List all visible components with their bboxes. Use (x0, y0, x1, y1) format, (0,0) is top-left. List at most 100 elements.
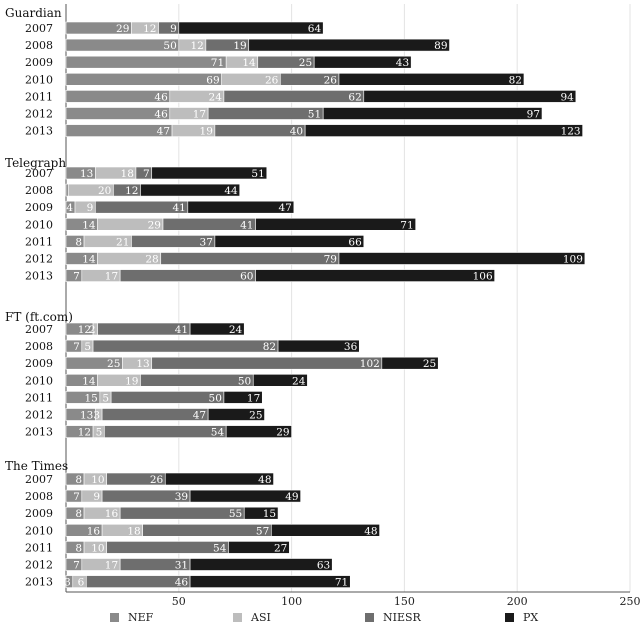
data-label: 54 (213, 542, 227, 554)
data-label: 25 (299, 57, 312, 69)
year-label: 2011 (25, 90, 53, 103)
data-label: 94 (560, 91, 574, 103)
year-label: 2010 (25, 73, 53, 86)
data-label: 12 (143, 23, 156, 35)
data-label: 16 (87, 525, 101, 537)
legend-entry: NEF (128, 611, 154, 624)
data-label: 31 (175, 560, 188, 572)
bar-segment (119, 269, 256, 282)
year-label: 2012 (25, 559, 53, 572)
data-label: 50 (209, 392, 222, 404)
data-label: 106 (473, 271, 493, 283)
bar-segment (65, 73, 222, 86)
data-label: 63 (317, 560, 330, 572)
data-label: 9 (170, 23, 177, 35)
data-label: 28 (145, 254, 158, 266)
data-label: 48 (258, 474, 271, 486)
data-label: 25 (249, 410, 262, 422)
data-label: 50 (163, 40, 176, 52)
year-label: 2013 (25, 576, 53, 589)
data-label: 60 (240, 271, 253, 283)
data-label: 19 (125, 375, 138, 387)
bar-segment (304, 124, 583, 137)
bar-segment (189, 489, 301, 503)
data-label: 7 (73, 560, 80, 572)
bar-segment (243, 506, 279, 520)
data-label: 71 (335, 577, 348, 589)
group-title: FT (ft.com) (5, 310, 73, 324)
data-label: 20 (98, 185, 111, 197)
legend-entry: PX (523, 611, 538, 624)
year-label: 2010 (25, 374, 53, 387)
bar-segment (119, 506, 245, 520)
data-label: 17 (105, 560, 118, 572)
data-label: 27 (274, 542, 287, 554)
data-label: 13 (80, 168, 93, 180)
legend-swatch (233, 613, 242, 622)
data-label: 40 (290, 126, 303, 138)
data-label: 46 (175, 577, 189, 589)
data-label: 43 (396, 57, 409, 69)
bar-segment (255, 218, 416, 231)
bar-segment (223, 391, 263, 404)
data-label: 97 (527, 109, 540, 121)
year-label: 2012 (25, 253, 53, 266)
bar-segment (178, 21, 324, 35)
data-label: 102 (360, 358, 380, 370)
data-label: 79 (324, 254, 337, 266)
data-label: 21 (116, 236, 129, 248)
data-label: 41 (240, 219, 253, 231)
legend-swatch (505, 613, 514, 622)
data-label: 89 (434, 40, 447, 52)
bar-segment (313, 55, 412, 69)
bar-segment (189, 322, 245, 336)
bar-segment (140, 373, 254, 387)
data-label: 9 (87, 202, 94, 214)
year-label: 2008 (25, 39, 53, 52)
data-label: 57 (256, 525, 269, 537)
year-label: 2011 (25, 235, 53, 248)
year-label: 2007 (25, 473, 53, 486)
bar-segment (338, 252, 586, 265)
bar-segment (322, 107, 543, 120)
data-label: 4 (66, 202, 73, 214)
data-label: 37 (200, 236, 213, 248)
data-label: 55 (229, 508, 242, 520)
bar-segment (363, 90, 577, 103)
data-label: 7 (143, 168, 150, 180)
bar-segment (110, 391, 225, 404)
year-label: 2012 (25, 108, 53, 121)
bar-segment (65, 183, 69, 197)
bar-segment (65, 55, 227, 69)
data-label: 14 (82, 375, 96, 387)
bar-segment (151, 166, 268, 180)
data-label: 41 (172, 202, 185, 214)
data-label: 29 (116, 23, 129, 35)
data-label: 24 (209, 91, 223, 103)
data-label: 5 (96, 427, 103, 439)
data-label: 17 (193, 109, 206, 121)
year-label: 2008 (25, 490, 53, 503)
bar-segment (207, 408, 265, 421)
bar-segment (255, 269, 495, 282)
data-label: 5 (102, 392, 109, 404)
year-label: 2007 (25, 323, 53, 336)
group-title: The Times (5, 459, 68, 473)
year-label: 2009 (25, 201, 53, 214)
data-label: 39 (175, 491, 188, 503)
year-label: 2007 (25, 22, 53, 35)
data-label: 71 (400, 219, 413, 231)
bar-segment (223, 90, 365, 103)
data-label: 47 (157, 126, 170, 138)
data-label: 3 (64, 577, 71, 589)
data-label: 7 (73, 271, 80, 283)
group-title: Telegraph (5, 156, 66, 170)
bar-segment (277, 339, 360, 353)
data-label: 12 (78, 427, 91, 439)
data-label: 48 (364, 525, 377, 537)
bar-segment (142, 523, 272, 537)
data-label: 18 (127, 525, 140, 537)
bar-segment (92, 339, 279, 353)
